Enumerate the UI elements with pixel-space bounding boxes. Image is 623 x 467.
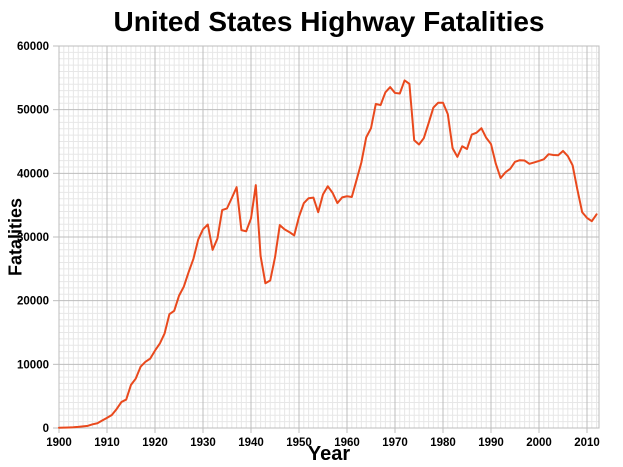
x-tick-label: 2010: [574, 437, 600, 449]
y-tick-label: 60000: [17, 41, 49, 53]
x-tick-label: 1940: [238, 437, 264, 449]
x-tick-label: 1930: [190, 437, 216, 449]
x-axis-title: Year: [307, 443, 351, 465]
x-tick-label: 1970: [382, 437, 408, 449]
y-tick-label: 20000: [17, 296, 49, 308]
y-tick-label: 30000: [17, 232, 49, 244]
y-tick-labels: 0 10000 20000 30000 40000 50000 60000: [17, 41, 49, 435]
y-tick-label: 40000: [17, 168, 49, 180]
fatalities-line: [58, 79, 598, 429]
x-tick-label: 1990: [478, 437, 504, 449]
axis-ticks: [53, 45, 588, 433]
x-tick-label: 1920: [142, 437, 168, 449]
chart-title: United States Highway Fatalities: [113, 6, 545, 37]
x-tick-label: 1960: [334, 437, 360, 449]
y-tick-label: 50000: [17, 105, 49, 117]
x-tick-labels: 1900 1910 1920 1930 1940 1950 1960 1970 1980 1990…: [46, 437, 600, 449]
y-tick-label: 10000: [17, 359, 49, 371]
x-tick-label: 2000: [526, 437, 552, 449]
y-tick-label: 0: [43, 423, 49, 435]
x-tick-label: 1910: [94, 437, 120, 449]
x-tick-label: 1900: [46, 437, 72, 449]
x-tick-label: 1980: [430, 437, 456, 449]
x-tick-label: 1950: [286, 437, 312, 449]
